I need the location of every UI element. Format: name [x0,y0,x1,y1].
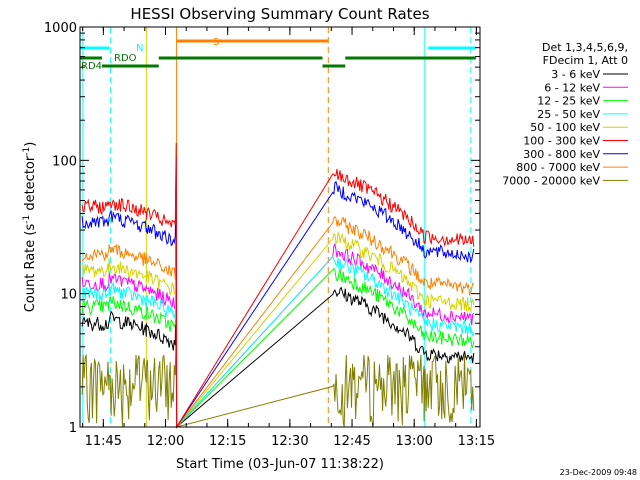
y-axis-label: Count Rate (s-1 detector-1) [22,142,38,313]
x-tick-label: 13:00 [395,434,432,449]
series-line-4 [82,206,475,429]
x-axis-label: Start Time (03-Jun-07 11:38:22) [176,457,384,472]
series-line-1 [81,219,475,429]
x-tick-label: 12:45 [333,434,370,449]
legend: Det 1,3,4,5,6,9, FDecim 1, Att 0 3 - 6 k… [502,41,628,187]
axes: 1 10 100 1000 11:45 12:00 12:15 12:30 12:45 13:00… [44,21,495,449]
legend-label: 50 - 100 keV [530,121,600,134]
series-line-0 [81,259,475,429]
legend-label: 100 - 300 keV [523,135,600,148]
n-flag-label: N [136,43,143,54]
y-tick-label: 1 [69,421,77,436]
footer-timestamp: 23-Dec-2009 09:48 [560,468,637,477]
y-tick-label: 1000 [44,21,77,36]
rd4-flag-label: RD4 [81,61,102,72]
legend-header-line-2: FDecim 1, Att 0 [543,54,628,67]
legend-label: 3 - 6 keV [551,68,600,81]
legend-label: 6 - 12 keV [544,81,600,94]
y-tick-label: 100 [52,154,77,169]
y-tick-label: 10 [60,288,77,303]
chart-title: HESSI Observing Summary Count Rates [130,5,429,23]
saa-flag-label: S [213,37,219,48]
legend-label: 12 - 25 keV [537,95,600,108]
x-tick-label: 12:15 [209,434,246,449]
legend-label: 800 - 7000 keV [516,161,600,174]
rdo-flag-label: RDO [114,53,137,64]
x-tick-label: 12:30 [271,434,308,449]
x-tick-label: 13:15 [458,434,495,449]
series-line-6 [81,157,475,429]
series-line-8 [81,323,475,428]
series-line-3 [81,230,475,429]
plot-frame [79,26,481,428]
x-tick-label: 12:00 [147,434,184,449]
legend-label: 7000 - 20000 keV [502,174,600,187]
legend-label: 25 - 50 keV [537,108,600,121]
series-line-2 [81,242,475,429]
series-line-5 [81,142,475,429]
series-line-7 [81,189,474,429]
x-tick-label: 11:45 [85,434,122,449]
legend-header-line-1: Det 1,3,4,5,6,9, [542,41,628,54]
legend-label: 300 - 800 keV [523,148,600,161]
